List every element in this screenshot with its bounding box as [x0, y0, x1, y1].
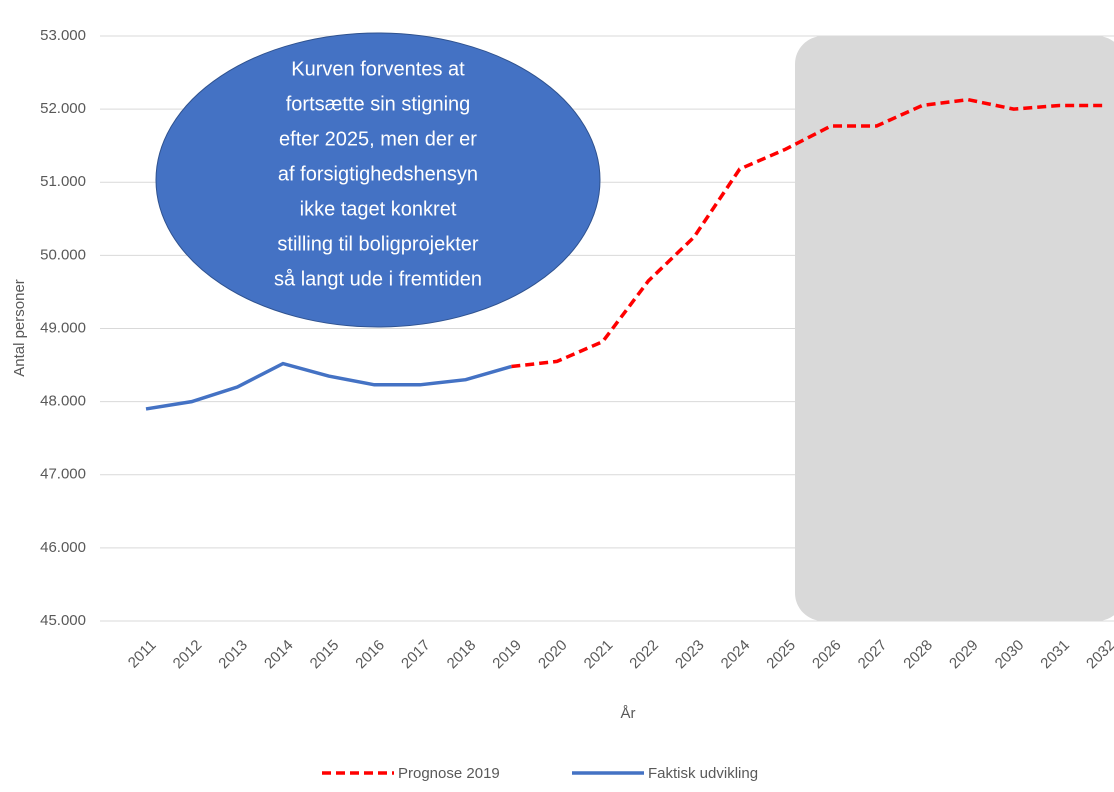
series-line [145, 361, 512, 411]
y-tick-label: 53.000 [40, 27, 86, 44]
x-tick-label: 2013 [215, 637, 251, 673]
x-tick-label: 2028 [900, 637, 936, 673]
annotation-text: fortsætte sin stigning [286, 93, 471, 115]
series-line [511, 97, 1105, 369]
y-tick-label: 46.000 [40, 539, 86, 556]
x-tick-label: 2017 [398, 637, 434, 673]
x-tick-label: 2016 [352, 637, 388, 673]
x-axis-label: År [621, 705, 636, 722]
y-tick-label: 49.000 [40, 319, 86, 336]
y-axis-label: Antal personer [11, 279, 28, 377]
x-tick-label: 2012 [170, 637, 206, 673]
annotation-bubble [155, 32, 601, 328]
x-tick-label: 2026 [809, 637, 845, 673]
x-tick-label: 2019 [489, 637, 525, 673]
annotation-text: af forsigtighedshensyn [278, 163, 478, 185]
x-tick-label: 2022 [626, 637, 662, 673]
x-tick-label: 2011 [125, 637, 160, 672]
annotation-text: så langt ude i fremtiden [274, 268, 482, 290]
annotation-text: efter 2025, men der er [279, 128, 477, 150]
x-tick-label: 2020 [535, 637, 571, 673]
x-tick-label: 2014 [261, 637, 297, 673]
legend-label: Prognose 2019 [398, 765, 500, 782]
annotation-text: ikke taget konkret [300, 198, 457, 220]
y-tick-label: 47.000 [40, 466, 86, 483]
x-tick-label: 2023 [672, 637, 708, 673]
y-tick-label: 50.000 [40, 246, 86, 263]
y-tick-label: 48.000 [40, 393, 86, 410]
x-tick-label: 2029 [946, 637, 982, 673]
x-tick-label: 2018 [444, 637, 480, 673]
x-tick-label: 2031 [1037, 637, 1073, 673]
legend-label: Faktisk udvikling [648, 765, 758, 782]
y-tick-label: 45.000 [40, 612, 86, 629]
annotation-text: stilling til boligprojekter [277, 233, 479, 255]
x-tick-label: 2030 [992, 637, 1028, 673]
x-tick-label: 2015 [307, 637, 343, 673]
y-tick-label: 52.000 [40, 100, 86, 117]
annotation-text: Kurven forventes at [291, 58, 465, 80]
x-tick-label: 2025 [763, 637, 799, 673]
x-tick-label: 2021 [581, 637, 617, 673]
x-tick-label: 2024 [718, 637, 754, 673]
x-tick-label: 2027 [855, 637, 891, 673]
y-tick-label: 51.000 [40, 173, 86, 190]
x-tick-label: 2032 [1083, 637, 1114, 673]
